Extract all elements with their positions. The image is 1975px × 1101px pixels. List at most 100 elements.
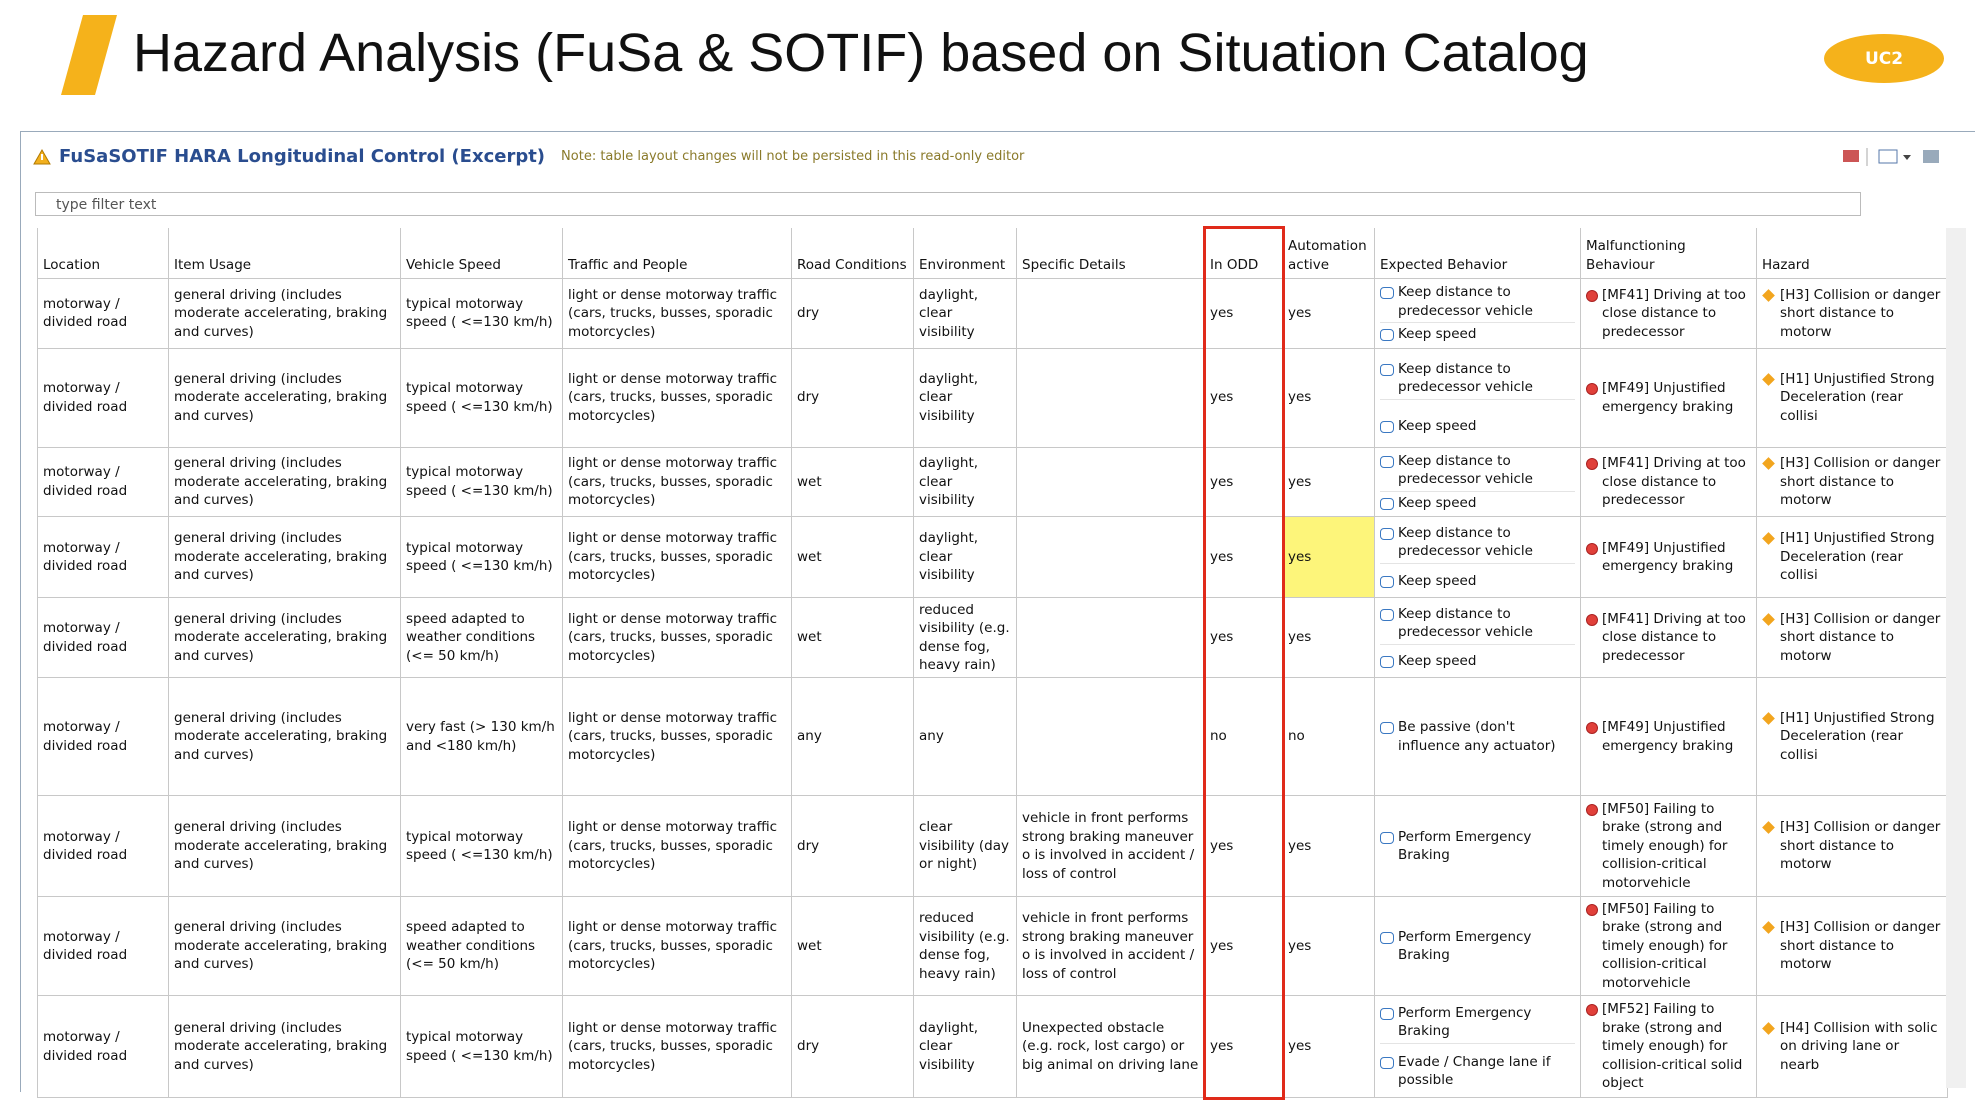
filter-input[interactable]: type filter text [35,192,1861,216]
malfunction: [MF52] Failing to brake (strong and time… [1586,1000,1751,1093]
table-cell: [H3] Collision or danger short distance … [1756,896,1948,996]
cell-text: [MF50] Failing to brake (strong and time… [1602,800,1728,891]
behavior-icon [1380,497,1394,510]
editor-panel: FuSaSOTIF HARA Longitudinal Control (Exc… [20,131,1975,1098]
column-header: In ODD [1204,228,1283,279]
table-cell: yes [1204,597,1283,678]
behavior-icon [1380,420,1394,433]
cell-text: reduced visibility (e.g. dense fog, heav… [919,601,1010,674]
table-cell: daylight, clear visibility [913,516,1017,598]
table-cell: dry [791,995,914,1098]
cell-text: general driving (includes moderate accel… [174,819,388,873]
behavior-icon [1380,363,1394,376]
column-header: Environment [913,228,1017,279]
cell-text: light or dense motorway traffic (cars, t… [568,286,778,340]
hazard-icon [1762,457,1775,470]
table-cell: [MF41] Driving at too close distance to … [1580,278,1757,349]
behavior-item: Keep speed [1380,492,1575,515]
table-cell [1016,516,1205,598]
cell-text: yes [1288,473,1312,490]
table-cell: typical motorway speed ( <=130 km/h) [400,278,563,349]
hazard: [H1] Unjustified Strong Deceleration (re… [1762,370,1942,426]
cell-text: dry [797,1038,820,1055]
tool-icon[interactable] [1843,150,1859,162]
hazard: [H3] Collision or danger short distance … [1762,610,1942,666]
table-cell [1016,278,1205,349]
behavior-icon [1380,455,1394,468]
table-cell: general driving (includes moderate accel… [168,516,401,598]
column-header: Expected Behavior [1374,228,1581,279]
cell-text: motorway / divided road [43,380,128,415]
scrollbar[interactable] [1946,228,1966,1088]
table-cell: [H4] Collision with solic on driving lan… [1756,995,1948,1098]
cell-text: motorway / divided road [43,928,128,964]
malfunction: [MF49] Unjustified emergency braking [1586,718,1751,755]
cell-text: typical motorway speed ( <=130 km/h) [406,380,553,415]
table-cell: light or dense motorway traffic (cars, t… [562,446,792,517]
behavior-item: Keep distance to predecessor vehicle [1380,603,1575,645]
table-cell: vehicle in front performs strong braking… [1016,795,1205,897]
tool-icon[interactable] [1923,150,1939,163]
table-cell: [MF49] Unjustified emergency braking [1580,347,1757,448]
column-header: Hazard [1756,228,1948,279]
table-cell: [MF49] Unjustified emergency braking [1580,516,1757,598]
cell-text: yes [1210,389,1234,406]
table-cell: daylight, clear visibility [913,995,1017,1098]
behavior-item: Keep speed [1380,570,1575,593]
editor-title: FuSaSOTIF HARA Longitudinal Control (Exc… [59,146,546,167]
behavior-item: Keep distance to predecessor vehicle [1380,358,1575,400]
table-cell: Be passive (don't influence any actuator… [1374,677,1581,796]
table-cell: no [1204,677,1283,796]
hazard: [H1] Unjustified Strong Deceleration (re… [1762,709,1942,765]
behavior-icon [1380,608,1394,621]
table-row: motorway / divided road general driving (… [37,597,1948,678]
cell-text: [H4] Collision with solic on driving lan… [1780,1019,1938,1073]
table-cell: yes [1282,347,1375,448]
cell-text: motorway / divided road [43,295,128,331]
malfunction-icon [1586,458,1598,470]
cell-text: daylight, clear visibility [919,530,979,584]
cell-text: any [919,728,944,745]
behavior-item: Perform Emergency Braking [1380,1002,1575,1044]
cell-text: yes [1210,548,1234,565]
behavior-item: Keep distance to predecessor vehicle [1380,522,1575,564]
table-cell: [MF50] Failing to brake (strong and time… [1580,795,1757,897]
hazard-icon [1762,821,1775,835]
cell-text: typical motorway speed ( <=130 km/h) [406,1029,553,1064]
malfunction: [MF50] Failing to brake (strong and time… [1586,900,1751,993]
table-cell: general driving (includes moderate accel… [168,347,401,448]
table-cell: light or dense motorway traffic (cars, t… [562,677,792,796]
table-cell: yes [1282,995,1375,1098]
behavior-list: Keep distance to predecessor vehicle Keep… [1380,450,1575,515]
table-cell: Perform Emergency Braking Evade / Change … [1374,995,1581,1098]
behavior-item: Keep distance to predecessor vehicle [1380,450,1575,492]
table-cell: yes [1204,896,1283,996]
behavior-text: Keep speed [1398,652,1477,669]
table-cell: Perform Emergency Braking [1374,896,1581,996]
table-cell: yes [1204,446,1283,517]
behavior-item: Perform Emergency Braking [1380,826,1575,867]
table-cell: yes [1204,278,1283,349]
table-cell: typical motorway speed ( <=130 km/h) [400,995,563,1098]
behavior-icon [1380,287,1394,299]
behavior-text: Perform Emergency Braking [1398,1004,1532,1040]
behavior-icon [1380,527,1394,540]
table-cell: general driving (includes moderate accel… [168,995,401,1098]
table-cell: speed adapted to weather conditions (<= … [400,597,563,678]
table-cell: wet [791,446,914,517]
malfunction: [MF49] Unjustified emergency braking [1586,379,1751,416]
slide-title: Hazard Analysis (FuSa & SOTIF) based on … [133,23,1589,83]
table-cell: [H1] Unjustified Strong Deceleration (re… [1756,347,1948,448]
toolbar[interactable] [1841,146,1975,168]
cell-text: [H1] Unjustified Strong Deceleration (re… [1780,370,1935,424]
cell-text: very fast (> 130 km/h and <180 km/h) [406,719,555,754]
table-cell: light or dense motorway traffic (cars, t… [562,597,792,678]
table-cell: yes [1282,516,1375,598]
behavior-list: Be passive (don't influence any actuator… [1380,680,1575,793]
cell-text: light or dense motorway traffic (cars, t… [568,530,778,584]
table-cell: light or dense motorway traffic (cars, t… [562,795,792,897]
tool-icon[interactable] [1878,149,1898,164]
cell-text: [MF52] Failing to brake (strong and time… [1602,1001,1743,1092]
table-cell: motorway / divided road [37,677,169,796]
table-cell: Unexpected obstacle (e.g. rock, lost car… [1016,995,1205,1098]
